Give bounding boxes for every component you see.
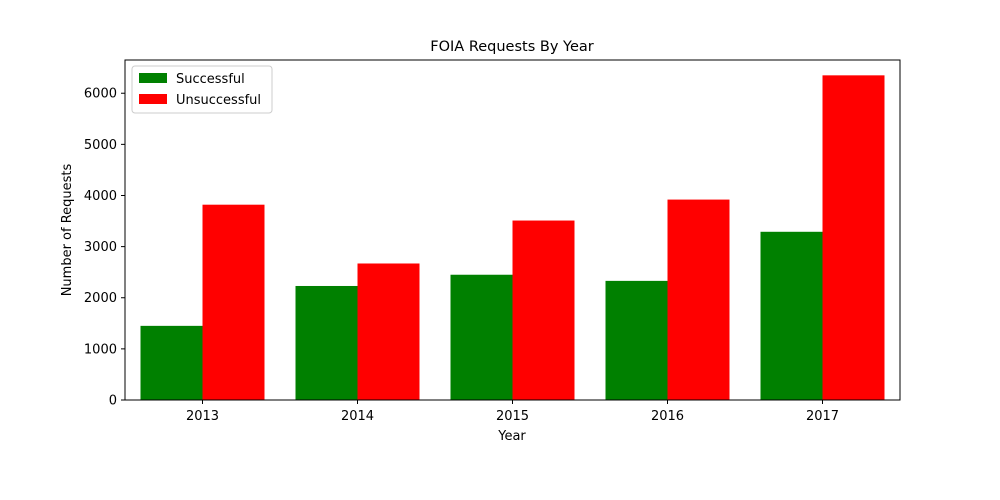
x-tick-label-2015: 2015	[496, 409, 529, 424]
x-axis-ticks: 2013 2014 2015 2016 2017	[186, 400, 839, 424]
y-tick-label: 4000	[84, 189, 117, 204]
y-tick-label: 3000	[84, 240, 117, 255]
bar-successful-2015	[450, 274, 513, 400]
x-tick-label-2016: 2016	[651, 409, 684, 424]
x-tick-label-2013: 2013	[186, 409, 219, 424]
x-axis-label: Year	[497, 429, 526, 444]
bar-unsuccessful-2015	[512, 220, 575, 400]
bars-layer	[140, 75, 885, 400]
plot-frame	[124, 59, 901, 401]
bar-successful-2016	[605, 280, 668, 400]
y-tick-label: 1000	[84, 342, 117, 357]
x-tick-label-2017: 2017	[806, 409, 839, 424]
chart-title: FOIA Requests By Year	[430, 39, 593, 55]
x-tick-label-2014: 2014	[341, 409, 374, 424]
y-axis-label: Number of Requests	[60, 163, 75, 296]
legend: Successful Unsuccessful	[131, 65, 273, 114]
y-tick-label: 5000	[84, 138, 117, 153]
y-tick-label: 6000	[84, 87, 117, 102]
bar-unsuccessful-2017	[822, 75, 885, 400]
bar-successful-2017	[760, 231, 823, 400]
legend-swatch-successful	[139, 73, 167, 83]
y-tick-label: 2000	[84, 291, 117, 306]
y-tick-label: 0	[109, 394, 117, 409]
bar-unsuccessful-2014	[357, 263, 420, 400]
bar-unsuccessful-2016	[667, 199, 730, 400]
legend-label-unsuccessful: Unsuccessful	[176, 93, 261, 108]
bar-successful-2013	[140, 325, 203, 400]
y-axis-ticks: 0 1000 2000 3000 4000 5000 6000	[84, 87, 125, 409]
bar-unsuccessful-2013	[202, 204, 265, 400]
legend-swatch-unsuccessful	[139, 94, 167, 104]
bar-successful-2014	[295, 285, 358, 400]
legend-label-successful: Successful	[176, 72, 245, 87]
